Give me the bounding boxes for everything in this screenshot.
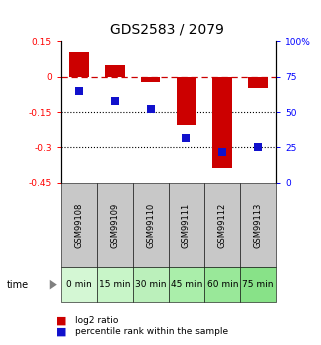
Bar (213, 77, 232, 168)
Text: GDS2583 / 2079: GDS2583 / 2079 (110, 22, 224, 37)
Bar (177, 77, 196, 125)
Bar (141, 77, 160, 82)
Text: GSM99111: GSM99111 (182, 203, 191, 248)
Text: 0 min: 0 min (66, 280, 92, 289)
Text: GSM99108: GSM99108 (74, 203, 83, 248)
Point (112, 98, 117, 104)
Bar (105, 66, 125, 77)
Text: 15 min: 15 min (99, 280, 131, 289)
Point (76, 88, 82, 93)
Point (220, 149, 225, 155)
Point (184, 135, 189, 140)
Text: percentile rank within the sample: percentile rank within the sample (75, 327, 229, 336)
Text: 30 min: 30 min (135, 280, 166, 289)
Text: GSM99112: GSM99112 (218, 203, 227, 248)
Polygon shape (50, 280, 57, 289)
Text: ■: ■ (56, 327, 66, 337)
Text: 45 min: 45 min (171, 280, 202, 289)
Text: GSM99110: GSM99110 (146, 203, 155, 248)
Text: GSM99113: GSM99113 (254, 203, 263, 248)
Point (256, 145, 261, 150)
Text: ■: ■ (56, 315, 66, 325)
Text: time: time (6, 280, 29, 289)
Text: 75 min: 75 min (242, 280, 274, 289)
Bar (248, 77, 268, 88)
Point (148, 107, 153, 112)
Text: log2 ratio: log2 ratio (75, 316, 119, 325)
Bar (69, 52, 89, 77)
Text: GSM99109: GSM99109 (110, 203, 119, 248)
Text: 60 min: 60 min (206, 280, 238, 289)
